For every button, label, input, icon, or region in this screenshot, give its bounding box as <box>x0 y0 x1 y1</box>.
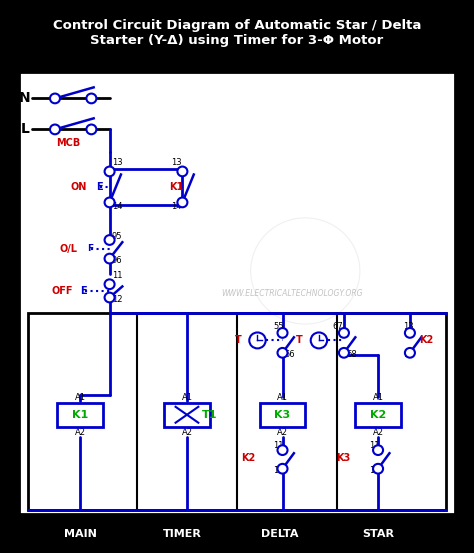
Circle shape <box>373 445 383 455</box>
Text: ON: ON <box>71 182 87 192</box>
FancyBboxPatch shape <box>342 525 414 543</box>
Circle shape <box>405 348 415 358</box>
Circle shape <box>50 93 60 103</box>
Circle shape <box>50 124 60 134</box>
Circle shape <box>105 166 115 176</box>
Text: Control Circuit Diagram of Automatic Star / Delta
Starter (Y-Δ) using Timer for : Control Circuit Diagram of Automatic Sta… <box>53 19 421 47</box>
FancyBboxPatch shape <box>260 403 305 427</box>
Text: 96: 96 <box>112 256 122 265</box>
Text: 13: 13 <box>403 322 414 331</box>
Text: STAR: STAR <box>362 529 394 539</box>
Circle shape <box>277 445 288 455</box>
Text: 12: 12 <box>369 466 380 476</box>
Text: OFF: OFF <box>52 286 73 296</box>
Text: K1: K1 <box>72 410 88 420</box>
Text: A2: A2 <box>182 428 192 437</box>
Text: 13: 13 <box>112 158 122 167</box>
Circle shape <box>249 332 265 348</box>
Circle shape <box>277 348 288 358</box>
Text: WWW.ELECTRICALTECHNOLOGY.ORG: WWW.ELECTRICALTECHNOLOGY.ORG <box>221 289 362 298</box>
Text: T: T <box>235 336 242 346</box>
Text: 95: 95 <box>112 232 122 241</box>
FancyBboxPatch shape <box>356 403 401 427</box>
Text: K2: K2 <box>241 453 255 463</box>
Text: E: E <box>96 182 102 192</box>
Text: A1: A1 <box>373 393 383 401</box>
Circle shape <box>339 328 349 338</box>
Text: L: L <box>21 122 30 137</box>
Text: K2: K2 <box>419 336 433 346</box>
Text: DELTA: DELTA <box>262 529 299 539</box>
Circle shape <box>105 197 115 207</box>
FancyBboxPatch shape <box>244 525 317 543</box>
Circle shape <box>86 93 96 103</box>
Text: A2: A2 <box>373 428 383 437</box>
Text: 12: 12 <box>112 295 122 304</box>
Text: A1: A1 <box>74 393 85 401</box>
Circle shape <box>177 197 187 207</box>
Circle shape <box>405 328 415 338</box>
Text: 12: 12 <box>273 466 284 476</box>
FancyBboxPatch shape <box>57 403 103 427</box>
Circle shape <box>105 293 115 302</box>
Text: K1: K1 <box>169 182 183 192</box>
Text: A1: A1 <box>277 393 288 401</box>
Text: 11: 11 <box>273 441 284 450</box>
Text: K2: K2 <box>370 410 386 420</box>
Text: K3: K3 <box>274 410 291 420</box>
Text: T1: T1 <box>201 410 217 420</box>
Text: 67: 67 <box>333 322 343 331</box>
Text: K3: K3 <box>337 453 351 463</box>
Circle shape <box>311 332 327 348</box>
Text: T: T <box>296 336 303 346</box>
Circle shape <box>105 235 115 245</box>
Text: TIMER: TIMER <box>163 529 202 539</box>
Text: F: F <box>87 244 93 253</box>
Text: 14: 14 <box>171 202 182 211</box>
Text: MAIN: MAIN <box>64 529 96 539</box>
Circle shape <box>177 166 187 176</box>
Circle shape <box>339 348 349 358</box>
Text: A2: A2 <box>74 428 85 437</box>
Circle shape <box>105 279 115 289</box>
Text: 68: 68 <box>346 349 357 359</box>
Text: 14: 14 <box>112 202 122 211</box>
Circle shape <box>373 464 383 473</box>
Circle shape <box>86 124 96 134</box>
Circle shape <box>105 254 115 263</box>
FancyBboxPatch shape <box>164 403 210 427</box>
Text: E: E <box>80 286 87 296</box>
FancyBboxPatch shape <box>44 525 117 543</box>
Text: MCB: MCB <box>56 138 81 148</box>
Circle shape <box>277 328 288 338</box>
Text: 11: 11 <box>369 441 380 450</box>
Text: N: N <box>18 91 30 106</box>
Text: O/L: O/L <box>60 244 78 254</box>
Text: 11: 11 <box>112 271 122 280</box>
Text: 55: 55 <box>273 322 284 331</box>
Text: 14: 14 <box>403 349 414 359</box>
Text: A1: A1 <box>182 393 192 401</box>
Text: A2: A2 <box>277 428 288 437</box>
Circle shape <box>277 464 288 473</box>
FancyBboxPatch shape <box>18 72 456 514</box>
Text: 13: 13 <box>171 158 182 167</box>
FancyBboxPatch shape <box>146 525 219 543</box>
Text: 56: 56 <box>285 349 295 359</box>
